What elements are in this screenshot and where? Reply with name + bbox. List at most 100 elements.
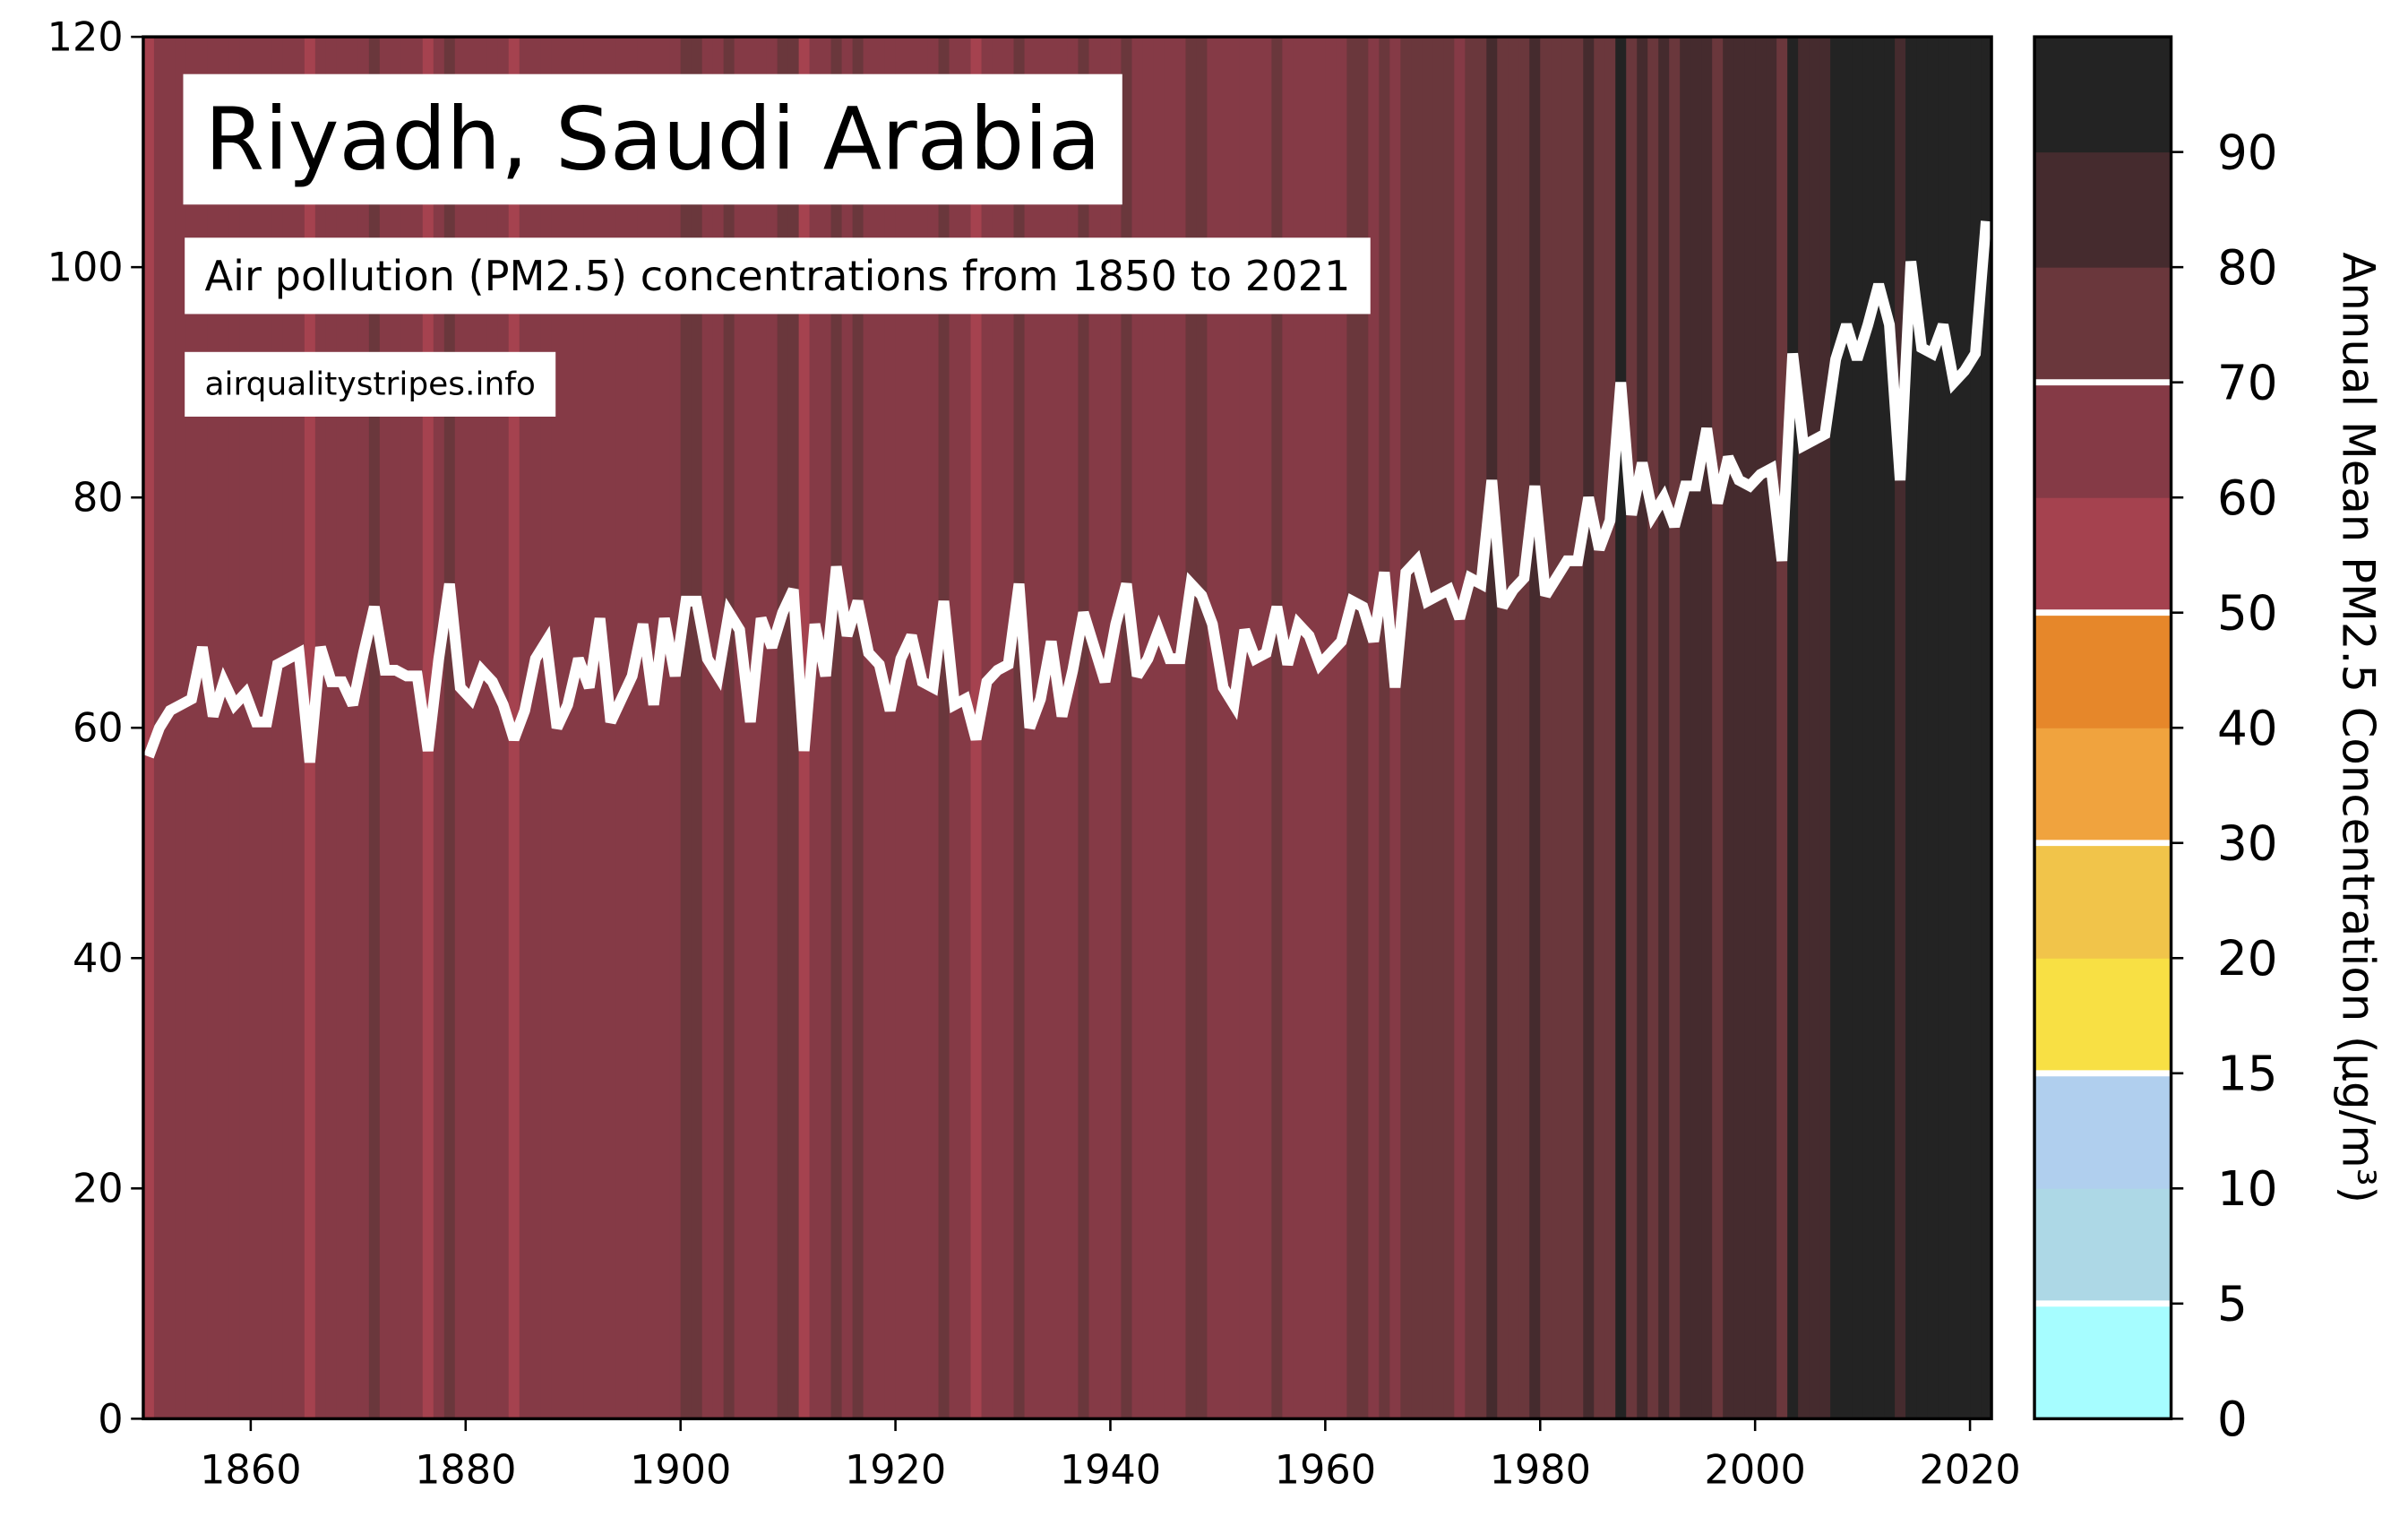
stripe [594,37,606,1419]
stripe [1228,37,1240,1419]
stripe [1744,37,1756,1419]
stripe [1400,37,1412,1419]
stripe [1475,37,1487,1419]
stripe [1948,37,1960,1419]
stripe [626,37,639,1419]
stripe [1465,37,1476,1419]
stripe [1379,37,1390,1419]
x-tick-label: 1960 [1275,1446,1376,1493]
x-tick-label: 1860 [200,1446,301,1493]
stripe [1142,37,1154,1419]
stripe [1712,37,1724,1419]
stripe [1572,37,1584,1419]
stripe [938,37,950,1419]
stripe [1561,37,1573,1419]
stripe [164,37,176,1419]
colorbar-segment [2034,382,2172,498]
stripe [1185,37,1197,1419]
stripe [1013,37,1026,1419]
stripe [1776,37,1788,1419]
stripe [1583,37,1595,1419]
colorbar-tick-label: 40 [2217,701,2278,756]
stripe [1830,37,1842,1419]
stripe [1088,37,1100,1419]
stripe [1239,37,1251,1419]
stripe [1905,37,1917,1419]
colorbar-tick-label: 15 [2217,1047,2278,1102]
stripe [895,37,907,1419]
colorbar-tick-label: 60 [2217,470,2278,526]
stripe [1110,37,1122,1419]
colorbar-tick-label: 80 [2217,240,2278,296]
y-tick-label: 120 [47,14,124,61]
stripe [1411,37,1423,1419]
stripe [884,37,897,1419]
stripe [648,37,660,1419]
stripe [1131,37,1143,1419]
colorbar-tick-label: 30 [2217,816,2278,872]
colorbar-segment [2034,1073,2172,1189]
stripe [1927,37,1939,1419]
stripe [1336,37,1347,1419]
colorbar-segment [2034,37,2172,153]
stripe [1078,37,1089,1419]
stripe [744,37,757,1419]
stripe [1389,37,1401,1419]
stripe [1959,37,1971,1419]
stripe [1196,37,1208,1419]
stripe [1637,37,1648,1419]
stripe [906,37,918,1419]
stripe [1938,37,1949,1419]
colorbar-segment [2034,267,2172,384]
stripe [1895,37,1906,1419]
colorbar-tick-label: 50 [2217,586,2278,642]
colorbar-segment [2034,728,2172,844]
stripe [605,37,617,1419]
stripe [712,37,725,1419]
stripe [1217,37,1229,1419]
colorbar-segment [2034,1303,2172,1419]
colorbar-segment [2034,958,2172,1074]
stripe [1432,37,1444,1419]
stripe [701,37,714,1419]
stripe [1002,37,1015,1419]
stripe [1518,37,1530,1419]
stripe [1594,37,1605,1419]
x-tick-label: 1980 [1490,1446,1591,1493]
y-tick-label: 100 [47,245,124,291]
stripe [1443,37,1455,1419]
stripe [1658,37,1670,1419]
y-tick-label: 40 [73,935,124,982]
chart-subtitle: Air pollution (PM2.5) concentrations fro… [204,252,1350,300]
stripe [658,37,671,1419]
stripe [1873,37,1885,1419]
stripe [777,37,789,1419]
stripe [1551,37,1562,1419]
stripe [1045,37,1058,1419]
stripe [637,37,649,1419]
stripe [1067,37,1079,1419]
chart-title-box [183,73,1122,205]
stripe [1454,37,1466,1419]
x-tick-label: 1900 [630,1446,731,1493]
stripe [1690,37,1702,1419]
stripe [1508,37,1519,1419]
stripe [734,37,746,1419]
x-tick-label: 1880 [415,1446,516,1493]
colorbar-tick-label: 5 [2217,1277,2248,1332]
y-tick-label: 0 [98,1396,123,1443]
stripe [1357,37,1369,1419]
colorbar-tick-label: 10 [2217,1161,2278,1217]
chart-source-box [185,351,556,417]
stripe [766,37,778,1419]
stripe [142,37,155,1419]
stripe [1841,37,1853,1419]
y-tick-label: 20 [73,1166,124,1212]
stripe [1647,37,1659,1419]
stripe [1271,37,1283,1419]
chart-source: airqualitystripes.info [204,366,535,402]
stripe [1981,37,1992,1419]
stripe [1862,37,1874,1419]
stripe [1497,37,1509,1419]
